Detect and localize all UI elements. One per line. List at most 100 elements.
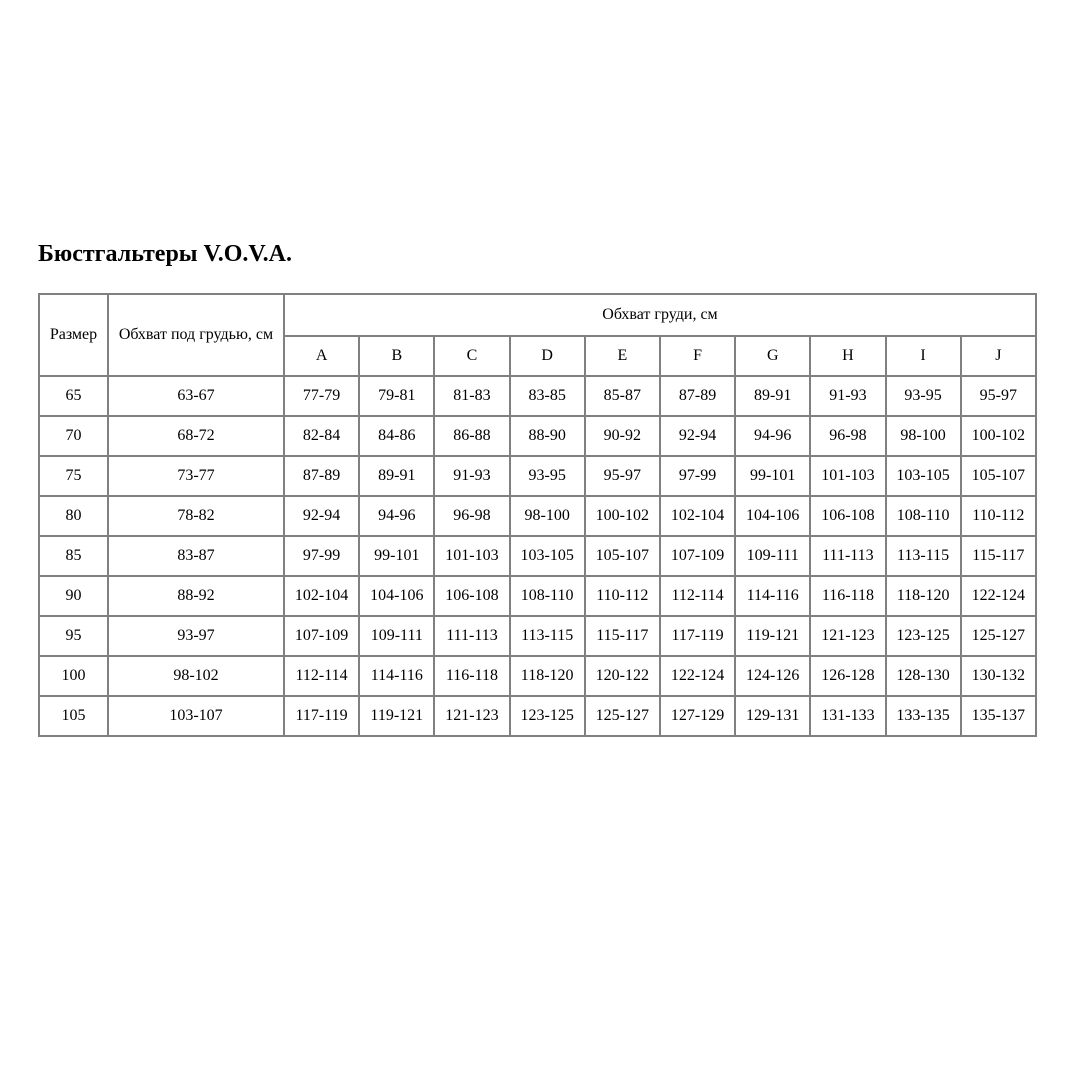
cup-range-cell: 101-103 xyxy=(809,455,887,497)
cup-range-cell: 111-113 xyxy=(809,535,887,577)
cup-range-cell: 110-112 xyxy=(959,495,1038,537)
cup-range-cell: 94-96 xyxy=(734,415,812,457)
cup-range-cell: 131-133 xyxy=(809,695,887,737)
cup-range-cell: 97-99 xyxy=(282,535,361,577)
cup-range-cell: 127-129 xyxy=(658,695,737,737)
size-cell: 100 xyxy=(38,655,109,697)
cup-range-cell: 100-102 xyxy=(959,415,1038,457)
cup-column-header: A xyxy=(282,335,361,377)
cup-range-cell: 95-97 xyxy=(959,375,1038,417)
underbust-column-header: Обхват под грудью, см xyxy=(107,293,285,377)
cup-range-cell: 105-107 xyxy=(583,535,661,577)
cup-range-cell: 117-119 xyxy=(658,615,737,657)
cup-range-cell: 83-85 xyxy=(508,375,586,417)
cup-range-cell: 92-94 xyxy=(658,415,737,457)
cup-range-cell: 87-89 xyxy=(658,375,737,417)
cup-range-cell: 103-105 xyxy=(884,455,962,497)
cup-range-cell: 92-94 xyxy=(282,495,361,537)
cup-range-cell: 112-114 xyxy=(282,655,361,697)
cup-range-cell: 130-132 xyxy=(959,655,1038,697)
cup-range-cell: 113-115 xyxy=(508,615,586,657)
cup-range-cell: 107-109 xyxy=(282,615,361,657)
cup-range-cell: 77-79 xyxy=(282,375,361,417)
underbust-cell: 103-107 xyxy=(107,695,285,737)
size-table: Размер Обхват под грудью, см Обхват груд… xyxy=(38,293,1038,737)
cup-range-cell: 121-123 xyxy=(433,695,511,737)
cup-range-cell: 124-126 xyxy=(734,655,812,697)
size-cell: 80 xyxy=(38,495,109,537)
cup-range-cell: 99-101 xyxy=(358,535,436,577)
size-cell: 65 xyxy=(38,375,109,417)
cup-range-cell: 109-111 xyxy=(358,615,436,657)
underbust-cell: 98-102 xyxy=(107,655,285,697)
cup-column-header: G xyxy=(734,335,812,377)
cup-range-cell: 107-109 xyxy=(658,535,737,577)
underbust-cell: 88-92 xyxy=(107,575,285,617)
cup-range-cell: 103-105 xyxy=(508,535,586,577)
cup-column-header: E xyxy=(583,335,661,377)
table-row: 100 98-102 112-114 114-116 116-118 118-120 120… xyxy=(38,655,1038,697)
cup-range-cell: 87-89 xyxy=(282,455,361,497)
table-row: 95 93-97 107-109 109-111 111-113 113-115 115-1… xyxy=(38,615,1038,657)
cup-range-cell: 90-92 xyxy=(583,415,661,457)
cup-range-cell: 118-120 xyxy=(884,575,962,617)
cup-range-cell: 91-93 xyxy=(433,455,511,497)
cup-range-cell: 88-90 xyxy=(508,415,586,457)
table-row: 90 88-92 102-104 104-106 106-108 108-110 110-1… xyxy=(38,575,1038,617)
cup-range-cell: 135-137 xyxy=(959,695,1038,737)
cup-range-cell: 118-120 xyxy=(508,655,586,697)
cup-column-header: F xyxy=(658,335,737,377)
cup-range-cell: 109-111 xyxy=(734,535,812,577)
cup-range-cell: 82-84 xyxy=(282,415,361,457)
cup-range-cell: 123-125 xyxy=(884,615,962,657)
page-title: Бюстгальтеры V.O.V.A. xyxy=(38,241,293,267)
cup-range-cell: 106-108 xyxy=(433,575,511,617)
cup-range-cell: 91-93 xyxy=(809,375,887,417)
cup-range-cell: 119-121 xyxy=(358,695,436,737)
underbust-cell: 83-87 xyxy=(107,535,285,577)
cup-range-cell: 106-108 xyxy=(809,495,887,537)
cup-range-cell: 113-115 xyxy=(884,535,962,577)
cup-range-cell: 96-98 xyxy=(433,495,511,537)
size-cell: 95 xyxy=(38,615,109,657)
cup-range-cell: 104-106 xyxy=(358,575,436,617)
cup-range-cell: 125-127 xyxy=(959,615,1038,657)
cup-range-cell: 111-113 xyxy=(433,615,511,657)
underbust-cell: 73-77 xyxy=(107,455,285,497)
cup-range-cell: 126-128 xyxy=(809,655,887,697)
table-row: 105 103-107 117-119 119-121 121-123 123-125 12… xyxy=(38,695,1038,737)
bust-group-header: Обхват груди, см xyxy=(283,293,1037,337)
size-cell: 75 xyxy=(38,455,109,497)
cup-range-cell: 86-88 xyxy=(433,415,511,457)
cup-range-cell: 98-100 xyxy=(884,415,962,457)
cup-range-cell: 89-91 xyxy=(734,375,812,417)
underbust-cell: 93-97 xyxy=(107,615,285,657)
cup-range-cell: 85-87 xyxy=(583,375,661,417)
cup-range-cell: 81-83 xyxy=(433,375,511,417)
cup-range-cell: 96-98 xyxy=(809,415,887,457)
cup-range-cell: 125-127 xyxy=(583,695,661,737)
cup-range-cell: 121-123 xyxy=(809,615,887,657)
cup-range-cell: 117-119 xyxy=(282,695,361,737)
cup-range-cell: 105-107 xyxy=(959,455,1038,497)
cup-range-cell: 116-118 xyxy=(809,575,887,617)
cup-range-cell: 116-118 xyxy=(433,655,511,697)
cup-range-cell: 94-96 xyxy=(358,495,436,537)
cup-range-cell: 120-122 xyxy=(583,655,661,697)
underbust-cell: 63-67 xyxy=(107,375,285,417)
cup-range-cell: 99-101 xyxy=(734,455,812,497)
cup-range-cell: 114-116 xyxy=(734,575,812,617)
cup-column-header: J xyxy=(959,335,1038,377)
size-cell: 90 xyxy=(38,575,109,617)
cup-range-cell: 102-104 xyxy=(658,495,737,537)
cup-range-cell: 110-112 xyxy=(583,575,661,617)
cup-range-cell: 98-100 xyxy=(508,495,586,537)
cup-range-cell: 104-106 xyxy=(734,495,812,537)
table-row: 65 63-67 77-79 79-81 81-83 83-85 85-87 87-89 89-… xyxy=(38,375,1038,417)
table-row: 80 78-82 92-94 94-96 96-98 98-100 100-102 102-1… xyxy=(38,495,1038,537)
cup-range-cell: 129-131 xyxy=(734,695,812,737)
cup-range-cell: 93-95 xyxy=(508,455,586,497)
cup-range-cell: 112-114 xyxy=(658,575,737,617)
